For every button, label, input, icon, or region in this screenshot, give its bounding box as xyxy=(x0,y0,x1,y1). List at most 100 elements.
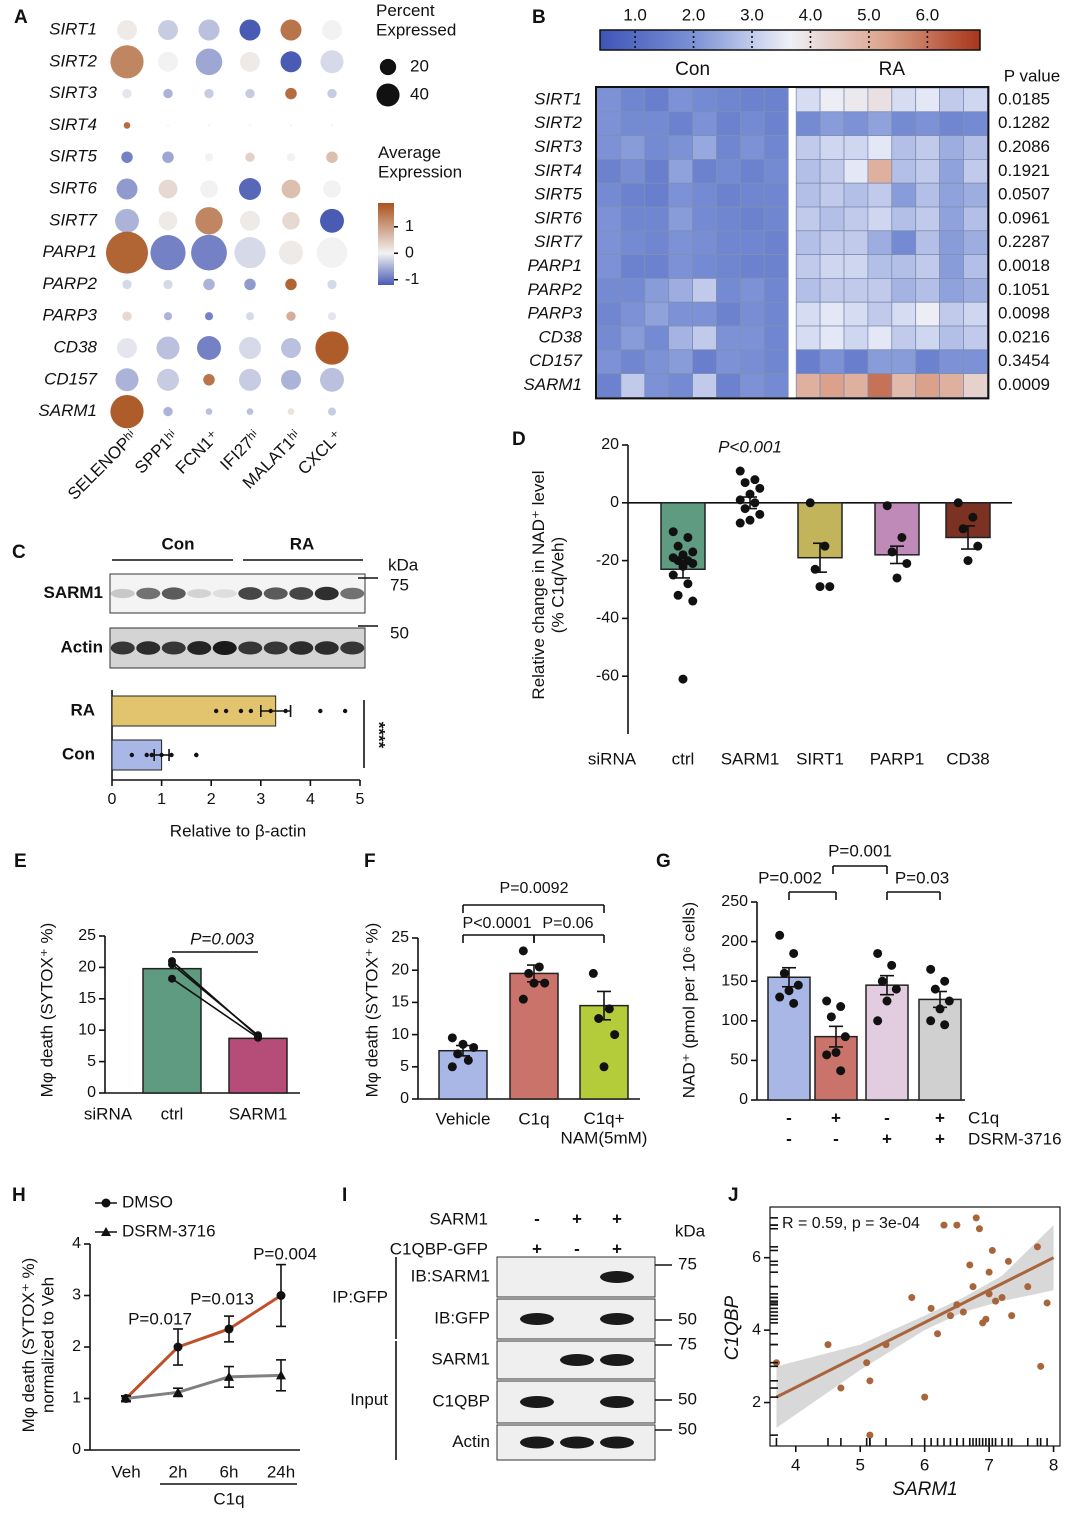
x-tick-label: 24h xyxy=(267,1462,295,1481)
heat-cell xyxy=(620,373,646,398)
heat-cell xyxy=(891,111,917,137)
blot-band xyxy=(520,1436,554,1449)
condition-sign: - xyxy=(884,1108,890,1127)
heat-cell xyxy=(939,373,964,398)
heat-cell xyxy=(843,158,869,184)
point xyxy=(882,1341,890,1349)
blot-band xyxy=(110,641,135,655)
x-tick-label: SIRT1 xyxy=(796,749,844,768)
marker xyxy=(101,1198,111,1208)
dot xyxy=(162,151,174,163)
marker-label: 75 xyxy=(678,1334,697,1353)
heat-cell xyxy=(867,87,893,113)
marker-label: 75 xyxy=(390,575,409,594)
bar xyxy=(767,976,811,1101)
dot xyxy=(110,45,144,79)
blot-band xyxy=(600,1396,634,1408)
y-tick-label: 20 xyxy=(391,961,409,978)
dot xyxy=(205,408,213,415)
heat-cell xyxy=(963,301,988,327)
point xyxy=(973,541,983,551)
heat-cell xyxy=(716,301,741,327)
bar xyxy=(918,998,962,1101)
p-value: 0.0961 xyxy=(998,208,1050,227)
point xyxy=(1008,1312,1016,1320)
blot-band xyxy=(600,1354,634,1366)
heat-cell xyxy=(915,206,941,232)
heat-cell xyxy=(692,111,717,137)
unit-label: kDa xyxy=(675,1221,706,1240)
blot-band xyxy=(600,1271,634,1283)
group-label: Con xyxy=(675,59,710,80)
heat-cell xyxy=(740,182,765,208)
condition-label: C1q xyxy=(968,1108,999,1127)
row-label: SIRT2 xyxy=(49,51,97,70)
heat-cell xyxy=(963,158,988,184)
heat-cell xyxy=(644,277,670,303)
p-value: 0.0098 xyxy=(998,304,1050,323)
marker-label: 50 xyxy=(390,623,409,642)
heat-cell xyxy=(692,230,717,256)
p-value: 0.0185 xyxy=(998,89,1050,108)
category-label: RA xyxy=(70,700,95,719)
point xyxy=(673,590,683,600)
heat-cell xyxy=(668,230,694,256)
x-tick-label: 1 xyxy=(157,791,166,808)
heat-cell xyxy=(867,182,893,208)
color-tick-label: 3.0 xyxy=(740,5,764,24)
heat-cell xyxy=(963,111,988,137)
heat-cell xyxy=(692,349,717,374)
point xyxy=(735,518,745,528)
plot-frame xyxy=(769,1206,1061,1447)
heat-cell xyxy=(891,277,917,303)
blot-band xyxy=(110,588,135,599)
heatmap-frame xyxy=(595,86,990,400)
panel-label: C xyxy=(12,542,26,563)
dot xyxy=(327,312,337,321)
heat-cell xyxy=(596,349,622,374)
heat-cell xyxy=(716,230,741,256)
heat-cell xyxy=(915,111,941,137)
heat-cell xyxy=(867,135,893,160)
point xyxy=(755,483,765,493)
row-label: PARP3 xyxy=(528,304,583,323)
lane-sign: + xyxy=(572,1209,582,1228)
heat-cell xyxy=(692,206,717,232)
point xyxy=(318,708,323,714)
heat-cell xyxy=(668,206,694,232)
point xyxy=(254,1033,262,1042)
y-tick-label: 25 xyxy=(78,927,96,944)
color-tick-label: 6.0 xyxy=(916,5,940,24)
column-label: FCN1⁺ xyxy=(172,427,223,478)
annotation: P=0.001 xyxy=(828,841,892,860)
panel-label: H xyxy=(12,1185,26,1206)
heat-cell xyxy=(668,373,694,398)
heat-cell xyxy=(795,111,821,137)
y-tick-label: 250 xyxy=(721,893,748,910)
heat-cell xyxy=(843,135,869,160)
heat-cell xyxy=(819,373,845,398)
heat-cell xyxy=(644,111,670,137)
heat-cell xyxy=(668,325,694,351)
heat-cell xyxy=(763,349,789,374)
heat-cell xyxy=(795,277,821,303)
heat-cell xyxy=(692,135,717,160)
blot-band xyxy=(340,641,365,655)
point xyxy=(1037,1362,1045,1370)
annotation: P=0.017 xyxy=(128,1309,192,1328)
dot xyxy=(323,180,341,198)
condition-sign: - xyxy=(833,1129,839,1148)
row-label: SARM1 xyxy=(38,401,97,420)
point xyxy=(963,556,973,566)
heat-cell xyxy=(716,254,741,279)
heat-cell xyxy=(644,135,670,160)
heat-cell xyxy=(716,182,741,208)
heat-cell xyxy=(596,254,622,279)
heat-cell xyxy=(891,254,917,279)
p-value: 0.0018 xyxy=(998,256,1050,275)
heat-cell xyxy=(867,373,893,398)
x-tick-label: ctrl xyxy=(161,1104,184,1123)
heat-cell xyxy=(891,373,917,398)
group-label: Input xyxy=(350,1390,388,1409)
column-label: SPP1ʰⁱ xyxy=(131,427,182,478)
